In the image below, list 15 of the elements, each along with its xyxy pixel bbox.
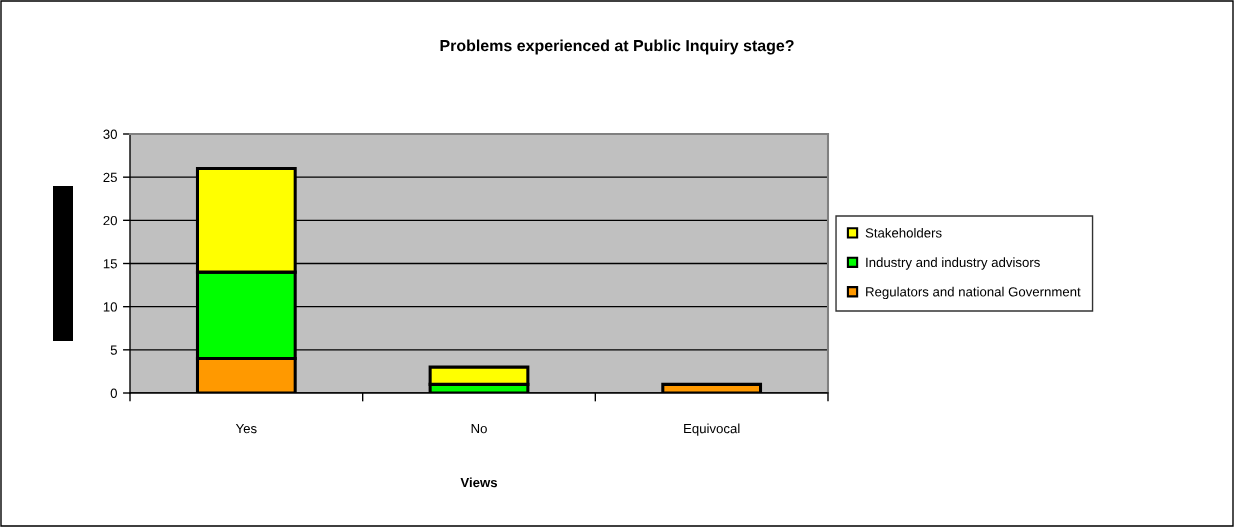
x-tick-label: Equivocal	[684, 423, 740, 436]
y-tick-label: 15	[103, 259, 117, 269]
y-tick-label: 5	[110, 345, 117, 355]
x-tick-label: No	[471, 424, 487, 434]
legend-label: Industry and industry advisors	[866, 257, 1040, 270]
x-tick-label: Yes	[235, 424, 257, 434]
y-tick-label: 20	[103, 215, 117, 226]
legend-label: Stakeholders	[865, 227, 942, 238]
y-tick-label: 10	[103, 302, 117, 312]
chart-title: Problems experienced at Public Inquiry stage?	[440, 39, 794, 55]
x-axis-title: Views	[460, 477, 498, 488]
y-tick-label: 30	[103, 129, 117, 139]
legend-label: Regulators and national Government	[866, 286, 1081, 300]
y-tick-label: 25	[103, 172, 117, 183]
y-tick-label: 0	[110, 388, 117, 398]
